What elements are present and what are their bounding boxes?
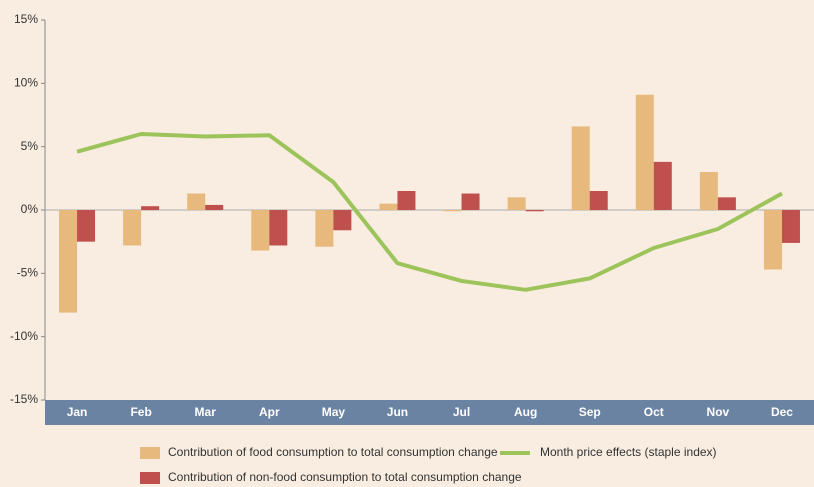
bar	[141, 206, 160, 210]
bar	[653, 161, 672, 210]
bar	[77, 210, 96, 242]
x-tick-label: Dec	[771, 405, 793, 419]
legend-swatch	[140, 447, 160, 459]
bar	[205, 204, 224, 210]
bar	[251, 210, 270, 251]
x-tick-label: Jul	[453, 405, 470, 419]
y-tick-label: -10%	[10, 329, 38, 343]
x-tick-label: Aug	[514, 405, 537, 419]
y-tick-label: -15%	[10, 392, 38, 406]
x-tick-label: Mar	[195, 405, 217, 419]
legend-label: Month price effects (staple index)	[540, 445, 717, 459]
x-tick-label: Jun	[387, 405, 408, 419]
y-tick-label: 15%	[14, 12, 38, 26]
bar	[717, 197, 736, 210]
y-tick-label: 10%	[14, 76, 38, 90]
y-tick-label: 5%	[21, 139, 39, 153]
legend-swatch	[140, 472, 160, 484]
bar	[59, 210, 78, 313]
bar	[763, 210, 782, 270]
bar	[635, 94, 654, 210]
x-axis-band	[45, 400, 814, 425]
bar	[571, 126, 590, 210]
bar	[589, 191, 608, 210]
y-tick-label: -5%	[17, 266, 39, 280]
line	[76, 132, 783, 292]
legend-label: Contribution of non-food consumption to …	[168, 470, 522, 484]
bar	[443, 210, 462, 212]
bar	[461, 193, 480, 210]
x-tick-label: May	[322, 405, 346, 419]
bar	[699, 172, 718, 210]
x-tick-label: Oct	[644, 405, 664, 419]
legend-label: Contribution of food consumption to tota…	[168, 445, 498, 459]
bar	[333, 210, 352, 231]
bar	[525, 210, 544, 212]
bar	[781, 210, 800, 243]
bar	[315, 210, 334, 247]
x-tick-label: Feb	[130, 405, 151, 419]
bar	[397, 191, 416, 210]
y-tick-label: 0%	[21, 202, 39, 216]
x-tick-label: Sep	[579, 405, 601, 419]
bar	[379, 203, 398, 210]
x-tick-label: Nov	[707, 405, 730, 419]
bar	[187, 193, 206, 210]
bar	[269, 210, 288, 246]
bar	[507, 197, 526, 210]
x-tick-label: Jan	[67, 405, 88, 419]
x-tick-label: Apr	[259, 405, 280, 419]
bar	[123, 210, 142, 246]
